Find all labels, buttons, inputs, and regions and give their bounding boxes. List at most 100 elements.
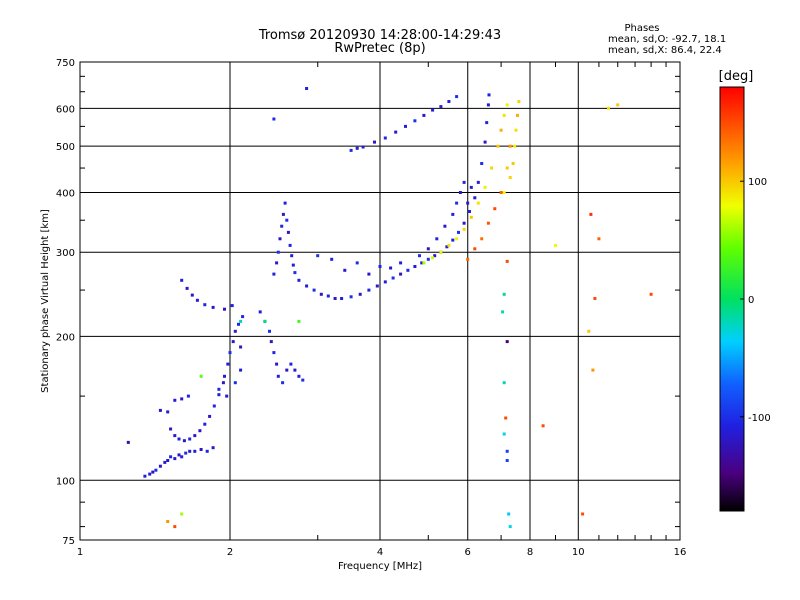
data-point: [473, 196, 477, 200]
data-point: [272, 272, 276, 276]
data-point: [258, 310, 262, 314]
data-point: [297, 374, 301, 378]
data-point: [173, 457, 177, 461]
data-point: [276, 250, 280, 254]
data-point: [190, 293, 194, 297]
data-point: [504, 416, 508, 420]
data-point: [195, 298, 199, 302]
data-point: [208, 414, 212, 418]
data-point: [483, 185, 487, 189]
data-point: [394, 130, 398, 134]
data-point: [483, 140, 487, 144]
data-point: [593, 297, 597, 300]
data-point: [502, 292, 506, 296]
data-point: [239, 319, 243, 323]
y-tick-label: 500: [56, 142, 75, 153]
data-point: [285, 218, 289, 222]
data-point: [439, 250, 443, 254]
data-point: [188, 437, 192, 441]
data-point: [169, 455, 173, 459]
data-point: [319, 292, 323, 296]
data-point: [169, 427, 173, 431]
data-point: [349, 148, 353, 152]
data-point: [468, 210, 471, 213]
data-point: [281, 381, 285, 385]
data-point: [439, 105, 443, 109]
data-point: [355, 146, 359, 150]
data-point: [413, 265, 417, 268]
data-point: [505, 449, 509, 453]
data-point: [180, 397, 184, 401]
data-point: [367, 288, 371, 292]
data-point: [541, 424, 545, 428]
data-point: [275, 261, 279, 265]
data-point: [514, 128, 518, 132]
data-point: [199, 448, 203, 451]
data-point: [173, 398, 177, 402]
data-point: [166, 520, 170, 523]
data-point: [297, 278, 301, 282]
data-point: [373, 140, 376, 144]
data-point: [182, 439, 186, 443]
x-ticks: 1 2 4 6 8 10 16: [77, 62, 686, 558]
data-point: [499, 191, 503, 194]
data-point: [293, 271, 297, 275]
data-point: [230, 304, 234, 308]
data-point: [180, 512, 184, 516]
y-tick-label: 300: [56, 248, 75, 259]
data-point: [431, 108, 435, 112]
x-tick-label: 4: [377, 547, 383, 558]
data-point: [422, 113, 426, 117]
colorbar-tick-label: -100: [748, 413, 771, 424]
data-point: [281, 212, 285, 216]
data-point: [211, 446, 215, 450]
data-point: [462, 180, 466, 184]
data-point: [507, 512, 511, 516]
data-point: [422, 261, 426, 265]
data-point: [399, 261, 403, 265]
data-point: [433, 254, 437, 258]
data-point: [275, 362, 279, 366]
data-point: [389, 266, 393, 270]
data-point: [589, 212, 593, 216]
data-point: [499, 128, 503, 132]
y-tick-label: 750: [56, 58, 75, 69]
data-point: [269, 340, 273, 344]
data-point: [290, 254, 294, 258]
y-tick-label: 600: [56, 104, 75, 115]
data-point: [148, 472, 152, 476]
data-point: [443, 224, 447, 228]
data-point: [343, 268, 347, 272]
y-tick-label: 100: [56, 476, 75, 487]
data-point: [367, 272, 371, 276]
data-point: [502, 113, 506, 117]
data-point: [469, 215, 473, 219]
y-tick-label: 75: [62, 536, 75, 547]
data-point: [451, 238, 455, 242]
data-point: [508, 176, 512, 179]
data-point: [435, 237, 439, 241]
data-point: [597, 237, 601, 241]
data-point: [163, 460, 167, 464]
chart-subtitle: RwPretec (8p): [334, 41, 425, 56]
data-point: [399, 272, 403, 276]
data-point: [485, 121, 489, 125]
data-point: [217, 393, 221, 397]
x-tick-label: 6: [465, 547, 471, 558]
data-point: [280, 224, 284, 228]
data-point: [591, 368, 595, 372]
data-point: [517, 100, 521, 103]
y-axis-label: Stationary phase Virtual Height [km]: [40, 209, 51, 393]
colorbar-tick-label: 100: [748, 177, 767, 188]
data-point: [451, 212, 455, 216]
data-point: [426, 247, 430, 251]
data-point: [233, 329, 237, 333]
x-axis-label: Frequency [MHz]: [338, 561, 422, 572]
data-point: [404, 124, 407, 128]
data-point: [177, 453, 181, 457]
data-point: [466, 257, 470, 261]
data-point: [239, 368, 243, 372]
data-point: [272, 117, 276, 121]
data-point: [237, 322, 240, 326]
